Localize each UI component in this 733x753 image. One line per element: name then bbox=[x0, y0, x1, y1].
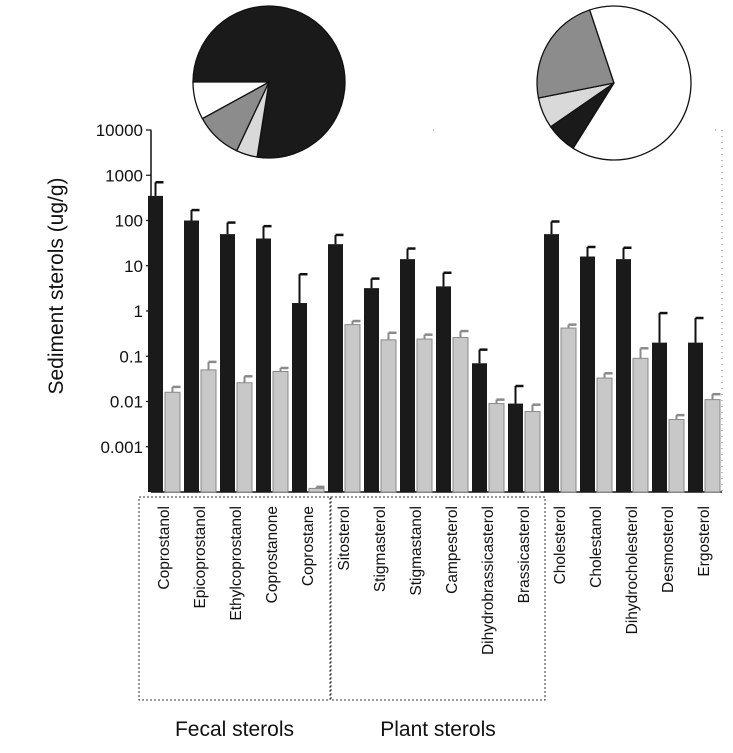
y-tick-label: 0.001 bbox=[100, 438, 143, 457]
bar-campesterol-dark bbox=[436, 286, 451, 492]
category-label: Coprostanol bbox=[156, 506, 173, 590]
category-label: Coprostane bbox=[300, 506, 317, 586]
bar-coprostane-light bbox=[308, 487, 325, 493]
bar-ethylcoprostanol-light bbox=[236, 382, 253, 493]
pie-2-slice-4 bbox=[572, 5, 692, 161]
category-label: Coprostanone bbox=[264, 506, 281, 603]
bar-coprostanol-light bbox=[164, 391, 181, 493]
bar-desmosterol-dark bbox=[652, 342, 667, 492]
category-label: Dihydrobrassicasterol bbox=[480, 506, 497, 655]
bar-brassicasterol-light bbox=[524, 411, 541, 493]
category-label: Ethylcoprostanol bbox=[228, 506, 245, 621]
bar-stigmasterol-light bbox=[380, 339, 397, 493]
pie-1-slice-4 bbox=[192, 81, 270, 120]
bar-stigmasterol-dark bbox=[364, 288, 379, 492]
y-tick-label: 10000 bbox=[96, 121, 143, 140]
bar-ergosterol-light bbox=[704, 399, 721, 493]
group-label: Plant sterols bbox=[380, 718, 496, 741]
group-box bbox=[138, 496, 331, 701]
bar-coprostane-dark bbox=[292, 303, 307, 492]
bar-coprostanol-dark bbox=[148, 195, 163, 492]
category-label: Cholestanol bbox=[588, 506, 605, 588]
y-axis-label: Sediment sterols (ug/g) bbox=[45, 177, 68, 394]
y-tick-label: 10 bbox=[124, 257, 143, 276]
group-label: Fecal sterols bbox=[175, 718, 294, 741]
pie-2-slice-3 bbox=[536, 9, 615, 99]
bar-dihydrobrassicasterol-light bbox=[488, 403, 505, 493]
bar-dihydrobrassicasterol-dark bbox=[472, 363, 487, 492]
category-label: Desmosterol bbox=[660, 506, 677, 593]
bar-stigmastanol-dark bbox=[400, 259, 415, 492]
bar-cholesterol-light bbox=[560, 327, 577, 493]
bar-dihydrocholesterol-dark bbox=[616, 259, 631, 492]
bar-sitosterol-light bbox=[344, 324, 361, 493]
bar-cholestanol-dark bbox=[580, 256, 595, 492]
bar-dihydrocholesterol-light bbox=[632, 357, 649, 493]
bar-epicoprostanol-light bbox=[200, 369, 217, 493]
bar-ethylcoprostanol-dark bbox=[220, 234, 235, 492]
bar-sitosterol-dark bbox=[328, 244, 343, 492]
bar-cholestanol-light bbox=[596, 377, 613, 493]
bar-coprostanone-light bbox=[272, 371, 289, 493]
category-label: Brassicasterol bbox=[516, 506, 533, 603]
y-tick-label: 1 bbox=[134, 302, 143, 321]
group-box bbox=[330, 496, 546, 701]
y-tick-label: 0.1 bbox=[119, 347, 143, 366]
bar-desmosterol-light bbox=[668, 419, 685, 493]
bar-brassicasterol-dark bbox=[508, 403, 523, 492]
category-label: Cholesterol bbox=[552, 506, 569, 584]
category-label: Sitosterol bbox=[336, 506, 353, 571]
bar-campesterol-light bbox=[452, 336, 469, 493]
category-label: Stigmastanol bbox=[408, 506, 425, 596]
bar-ergosterol-dark bbox=[688, 342, 703, 492]
category-label: Campesterol bbox=[444, 506, 461, 594]
bar-epicoprostanol-dark bbox=[184, 220, 199, 492]
category-label: Dihydrocholesterol bbox=[624, 506, 641, 634]
bar-coprostanone-dark bbox=[256, 238, 271, 492]
category-label: Ergosterol bbox=[696, 506, 713, 577]
category-label: Stigmasterol bbox=[372, 506, 389, 592]
bar-cholesterol-dark bbox=[544, 234, 559, 492]
y-tick-label: 1000 bbox=[105, 166, 143, 185]
y-tick-label: 0.01 bbox=[110, 393, 143, 412]
y-tick-label: 100 bbox=[115, 212, 143, 231]
category-label: Epicoprostanol bbox=[192, 506, 209, 609]
bar-stigmastanol-light bbox=[416, 338, 433, 493]
